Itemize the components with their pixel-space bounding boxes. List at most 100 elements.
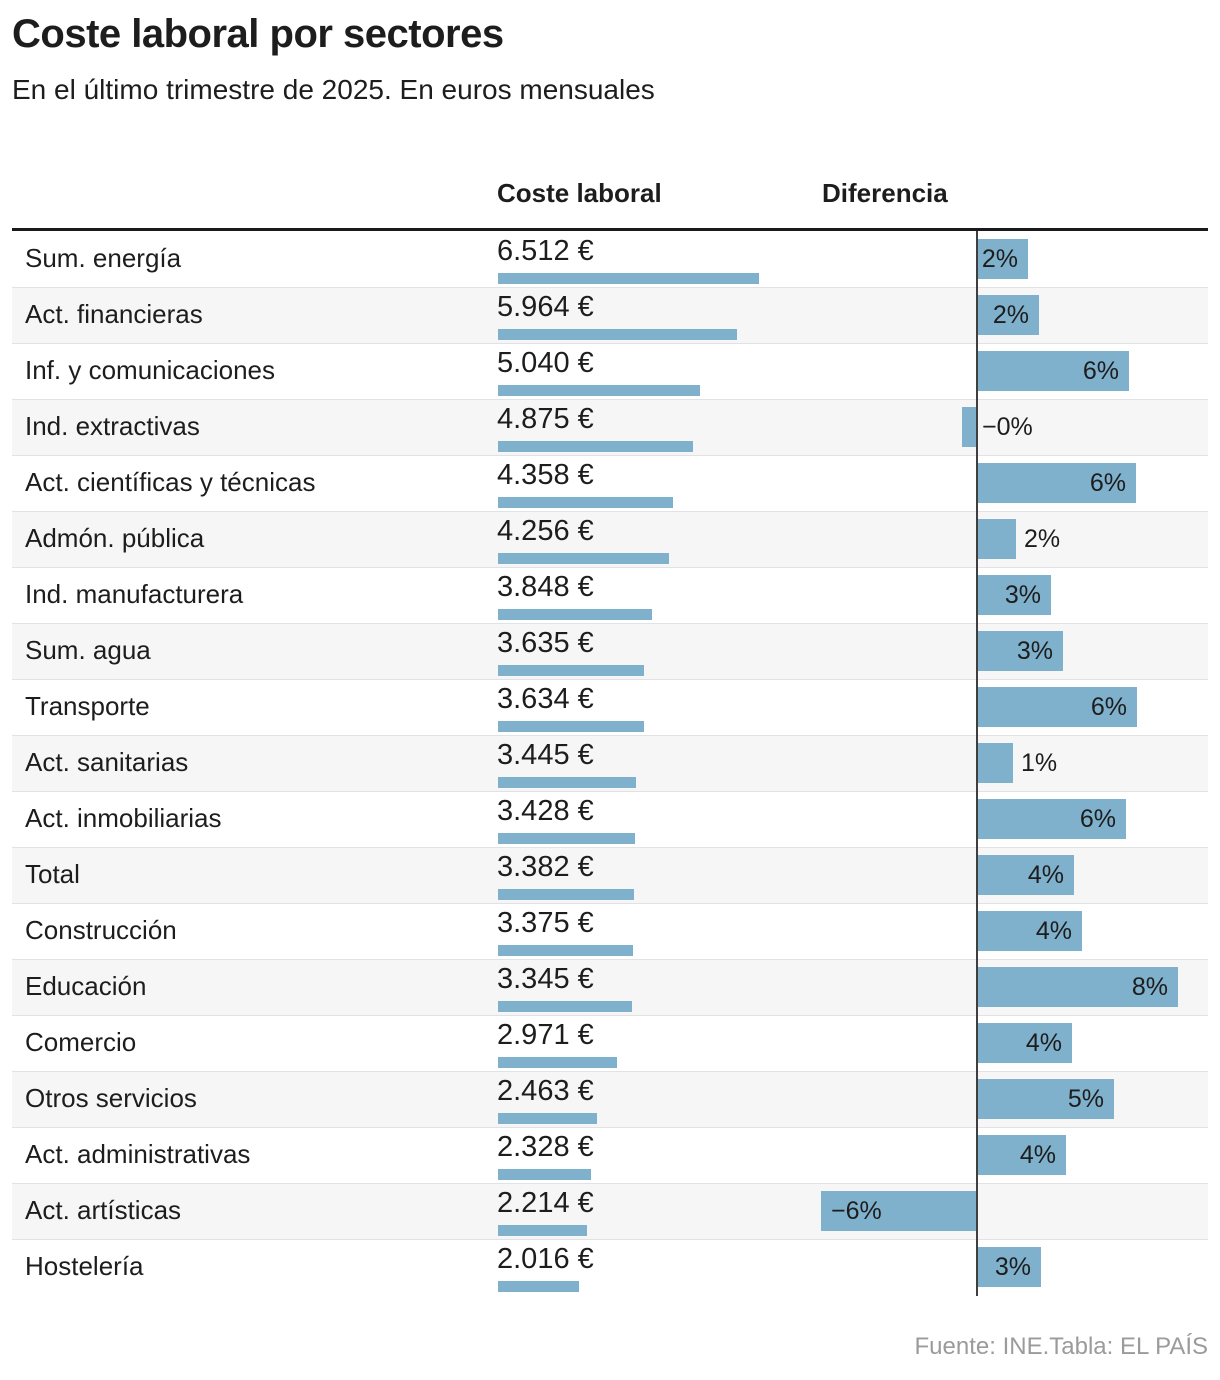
table-row: Total 3.382 € 4%	[12, 847, 1208, 903]
diferencia-bar	[962, 407, 976, 447]
sector-label: Admón. pública	[25, 522, 205, 553]
coste-value-label: 3.634 €	[497, 683, 594, 715]
coste-bar	[498, 721, 644, 732]
table-row: Construcción 3.375 € 4%	[12, 903, 1208, 959]
sector-label: Hostelería	[25, 1250, 144, 1281]
diferencia-bar: 2%	[978, 295, 1039, 335]
sector-label: Educación	[25, 970, 147, 1001]
diferencia-bar: 4%	[978, 1135, 1066, 1175]
sector-label: Ind. extractivas	[25, 410, 200, 441]
source-credit: Fuente: INE.Tabla: EL PAÍS	[914, 1333, 1208, 1360]
coste-value-label: 3.848 €	[497, 571, 594, 603]
table-body: Sum. energía 6.512 € 2% Act. financieras…	[12, 231, 1208, 1296]
coste-value-label: 4.256 €	[497, 515, 594, 547]
coste-value-label: 3.445 €	[497, 739, 594, 771]
sector-label: Total	[25, 858, 80, 889]
diferencia-label: 6%	[1089, 468, 1126, 497]
sector-label: Comercio	[25, 1026, 137, 1057]
sector-label: Otros servicios	[25, 1082, 197, 1113]
coste-value-label: 6.512 €	[497, 235, 594, 267]
coste-bar	[498, 273, 759, 284]
diferencia-label: −6%	[831, 1196, 882, 1225]
coste-bar	[498, 1169, 591, 1180]
page-subtitle: En el último trimestre de 2025. En euros…	[12, 74, 655, 105]
diferencia-bar: 6%	[978, 687, 1137, 727]
coste-bar	[498, 1001, 632, 1012]
diferencia-label: 6%	[1082, 356, 1119, 385]
diferencia-bar: 3%	[978, 631, 1063, 671]
coste-value-label: 4.358 €	[497, 459, 594, 491]
table-row: Act. sanitarias 3.445 € 1%	[12, 735, 1208, 791]
diferencia-label: 4%	[1027, 860, 1064, 889]
coste-bar	[498, 889, 634, 900]
coste-bar	[498, 385, 700, 396]
sector-label: Act. científicas y técnicas	[25, 466, 316, 497]
diferencia-label: 4%	[1035, 916, 1072, 945]
coste-bar	[498, 329, 737, 340]
coste-bar	[498, 665, 644, 676]
diferencia-label: 3%	[1016, 636, 1053, 665]
sector-label: Act. artísticas	[25, 1194, 182, 1225]
coste-value-label: 2.463 €	[497, 1075, 594, 1107]
table-row: Educación 3.345 € 8%	[12, 959, 1208, 1015]
coste-bar	[498, 609, 652, 620]
table-row: Sum. energía 6.512 € 2%	[12, 231, 1208, 287]
column-header-coste-laboral: Coste laboral	[497, 178, 662, 208]
diferencia-bar: 3%	[978, 575, 1051, 615]
coste-value-label: 3.635 €	[497, 627, 594, 659]
diferencia-label: 6%	[1090, 692, 1127, 721]
page-title: Coste laboral por sectores	[12, 12, 504, 56]
table-row: Act. inmobiliarias 3.428 € 6%	[12, 791, 1208, 847]
coste-value-label: 3.428 €	[497, 795, 594, 827]
coste-value-label: 2.214 €	[497, 1187, 594, 1219]
diferencia-label: 4%	[1019, 1140, 1056, 1169]
coste-bar	[498, 1225, 587, 1236]
table-row: Comercio 2.971 € 4%	[12, 1015, 1208, 1071]
diferencia-bar: 6%	[978, 463, 1136, 503]
coste-value-label: 2.971 €	[497, 1019, 594, 1051]
diferencia-bar: 4%	[978, 1023, 1072, 1063]
coste-value-label: 3.382 €	[497, 851, 594, 883]
table-row: Inf. y comunicaciones 5.040 € 6%	[12, 343, 1208, 399]
coste-bar	[498, 1113, 597, 1124]
diferencia-label: 2%	[992, 300, 1029, 329]
sector-label: Sum. agua	[25, 634, 151, 665]
diferencia-bar: 2%	[978, 239, 1028, 279]
sector-label: Act. sanitarias	[25, 746, 189, 777]
coste-value-label: 2.328 €	[497, 1131, 594, 1163]
coste-bar	[498, 1057, 617, 1068]
coste-bar	[498, 833, 635, 844]
diferencia-label: 3%	[1004, 580, 1041, 609]
coste-bar	[498, 1281, 579, 1292]
table-row: Act. financieras 5.964 € 2%	[12, 287, 1208, 343]
diferencia-axis-line	[976, 231, 978, 1296]
diferencia-bar: 6%	[978, 351, 1129, 391]
diferencia-bar: 6%	[978, 799, 1126, 839]
sector-label: Construcción	[25, 914, 177, 945]
table-row: Act. administrativas 2.328 € 4%	[12, 1127, 1208, 1183]
table-row: Admón. pública 4.256 € 2%	[12, 511, 1208, 567]
diferencia-bar: 5%	[978, 1079, 1114, 1119]
sector-label: Act. financieras	[25, 298, 203, 329]
sector-label: Act. inmobiliarias	[25, 802, 222, 833]
table-row: Otros servicios 2.463 € 5%	[12, 1071, 1208, 1127]
coste-value-label: 4.875 €	[497, 403, 594, 435]
diferencia-label: 4%	[1025, 1028, 1062, 1057]
diferencia-bar: 4%	[978, 855, 1074, 895]
diferencia-bar: 8%	[978, 967, 1178, 1007]
diferencia-label: 6%	[1079, 804, 1116, 833]
diferencia-label: 1%	[1021, 748, 1058, 777]
coste-bar	[498, 441, 693, 452]
coste-bar	[498, 945, 633, 956]
sector-label: Inf. y comunicaciones	[25, 354, 276, 385]
table-row: Act. artísticas 2.214 € −6%	[12, 1183, 1208, 1239]
diferencia-label: 2%	[1024, 524, 1061, 553]
coste-bar	[498, 777, 636, 788]
table-row: Hostelería 2.016 € 3%	[12, 1239, 1208, 1295]
table-row: Transporte 3.634 € 6%	[12, 679, 1208, 735]
coste-bar	[498, 553, 669, 564]
diferencia-label: 3%	[994, 1252, 1031, 1281]
sector-label: Ind. manufacturera	[25, 578, 244, 609]
header-rule	[12, 228, 1208, 231]
